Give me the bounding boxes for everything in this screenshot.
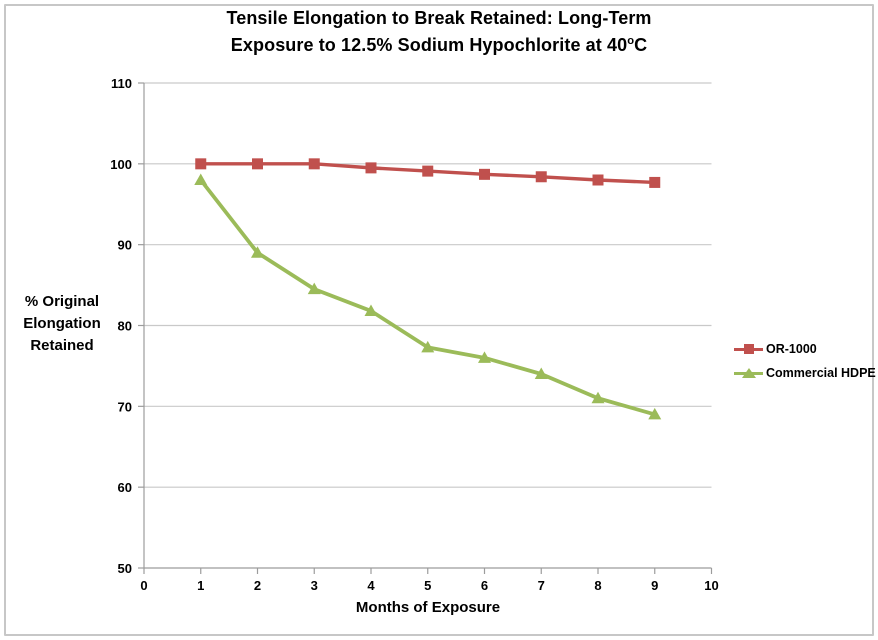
y-tick-label: 80 <box>118 319 132 334</box>
data-point-commercial-hdpe <box>591 391 605 404</box>
y-tick-label: 110 <box>111 76 132 91</box>
x-tick-label: 4 <box>367 578 375 593</box>
x-tick-label: 1 <box>197 578 204 593</box>
data-point-commercial-hdpe <box>421 340 435 353</box>
y-tick-label: 100 <box>110 157 132 172</box>
legend-item-or-1000: OR-1000 <box>734 342 876 356</box>
data-point-or-1000 <box>479 168 490 180</box>
y-tick-label: 90 <box>118 238 132 253</box>
data-point-commercial-hdpe <box>534 367 548 379</box>
x-tick-label: 10 <box>704 578 718 593</box>
chart-title-line1: Tensile Elongation to Break Retained: Lo… <box>226 8 652 28</box>
legend-label-commercial-hdpe: Commercial HDPE <box>766 366 876 380</box>
x-axis-title: Months of Exposure <box>355 599 501 616</box>
data-point-commercial-hdpe <box>364 304 378 316</box>
x-tick-label: 5 <box>424 578 431 593</box>
x-tick-label: 3 <box>311 578 318 593</box>
data-point-or-1000 <box>365 162 377 174</box>
legend-item-commercial-hdpe: Commercial HDPE <box>734 366 876 380</box>
series-line-commercial-hdpe <box>198 178 657 417</box>
data-point-or-1000 <box>592 174 604 186</box>
data-point-commercial-hdpe <box>648 407 662 420</box>
data-point-or-1000 <box>195 158 207 170</box>
data-point-or-1000 <box>422 165 434 177</box>
degree-superscript: o <box>627 35 635 47</box>
data-point-or-1000 <box>535 171 547 183</box>
legend-marker-triangle-icon <box>734 367 763 379</box>
chart-title-line2: Exposure to 12.5% Sodium Hypochlorite at… <box>230 35 648 55</box>
y-tick-label: 70 <box>118 399 132 414</box>
y-tick-label: 60 <box>118 480 132 495</box>
x-tick-label: 6 <box>481 578 488 593</box>
legend-marker-square-icon <box>734 343 763 355</box>
x-tick-label: 9 <box>651 578 658 593</box>
legend: OR-1000 Commercial HDPE <box>734 342 876 380</box>
chart-title: Tensile Elongation to Break Retained: Lo… <box>0 7 878 57</box>
x-tick-label: 2 <box>254 578 261 593</box>
y-tick-label: 50 <box>118 561 132 576</box>
data-point-commercial-hdpe <box>194 173 208 185</box>
x-tick-label: 7 <box>538 578 545 593</box>
data-point-or-1000 <box>649 176 661 188</box>
data-point-commercial-hdpe <box>307 282 321 295</box>
x-tick-label: 0 <box>140 578 147 593</box>
data-point-commercial-hdpe <box>251 246 264 258</box>
data-point-or-1000 <box>308 158 320 170</box>
data-point-or-1000 <box>252 158 263 170</box>
y-axis-title: % Original Elongation Retained <box>23 293 101 354</box>
data-point-commercial-hdpe <box>478 351 491 363</box>
x-tick-label: 8 <box>594 578 601 593</box>
legend-label-or-1000: OR-1000 <box>766 342 817 356</box>
